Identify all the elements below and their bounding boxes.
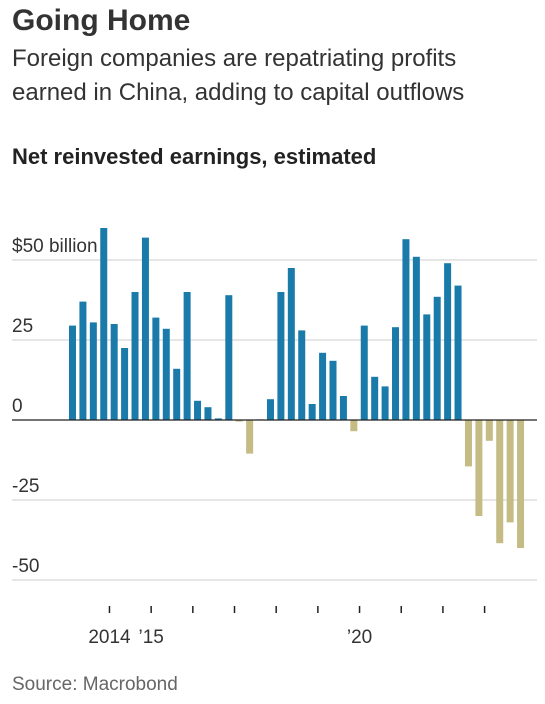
bar [485, 420, 493, 441]
bar [444, 263, 452, 420]
bar [454, 285, 462, 420]
bar [162, 328, 170, 420]
bar [412, 256, 420, 420]
bar [319, 352, 327, 420]
x-tick-label: ’20 [347, 627, 372, 648]
bar [298, 330, 306, 420]
y-tick-label: -50 [12, 556, 39, 577]
bar [110, 324, 118, 420]
bar [69, 325, 76, 420]
y-axis-labels: $50 billion 25 0 -25 -50 [12, 236, 98, 577]
bar [121, 348, 129, 420]
chart-headline: Going Home [12, 4, 191, 37]
bar [235, 420, 243, 422]
y-tick-label: 25 [12, 316, 33, 337]
bar [506, 420, 514, 523]
x-tick-label: 2014 [88, 627, 131, 648]
bar [266, 399, 274, 420]
bar [225, 295, 233, 420]
y-tick-label: 0 [12, 396, 23, 417]
x-axis: 2014 ’15 ’20 [88, 606, 486, 648]
bar [496, 420, 504, 544]
bar [381, 386, 389, 420]
bar [371, 376, 379, 420]
bar [329, 360, 337, 420]
bar [339, 396, 347, 420]
bar [464, 420, 472, 467]
chart-subtitle: Foreign companies are repatriating profi… [12, 45, 465, 106]
bar [141, 237, 149, 420]
bar [173, 368, 181, 420]
bar [433, 296, 441, 420]
bar [194, 400, 202, 420]
y-tick-label: $50 billion [12, 236, 98, 257]
bar [475, 420, 483, 516]
chart-title: Net reinvested earnings, estimated [12, 144, 377, 169]
bar [152, 317, 160, 420]
bar [402, 239, 410, 420]
bar [100, 228, 108, 420]
bar [183, 292, 191, 420]
y-tick-label: -25 [12, 476, 39, 497]
bar [517, 420, 525, 548]
bar [350, 420, 358, 432]
bar [423, 314, 431, 420]
bar [89, 322, 97, 420]
bars [69, 228, 525, 548]
bar [204, 407, 212, 420]
bar [214, 418, 222, 420]
bar [131, 292, 139, 420]
bar [79, 301, 87, 420]
x-tick-label: ’15 [138, 627, 163, 648]
bar [308, 404, 316, 420]
bar [246, 420, 254, 454]
bar [360, 325, 368, 420]
source-note: Source: Macrobond [12, 674, 178, 695]
bar [287, 268, 295, 420]
bar [392, 327, 400, 420]
bar [277, 292, 285, 420]
